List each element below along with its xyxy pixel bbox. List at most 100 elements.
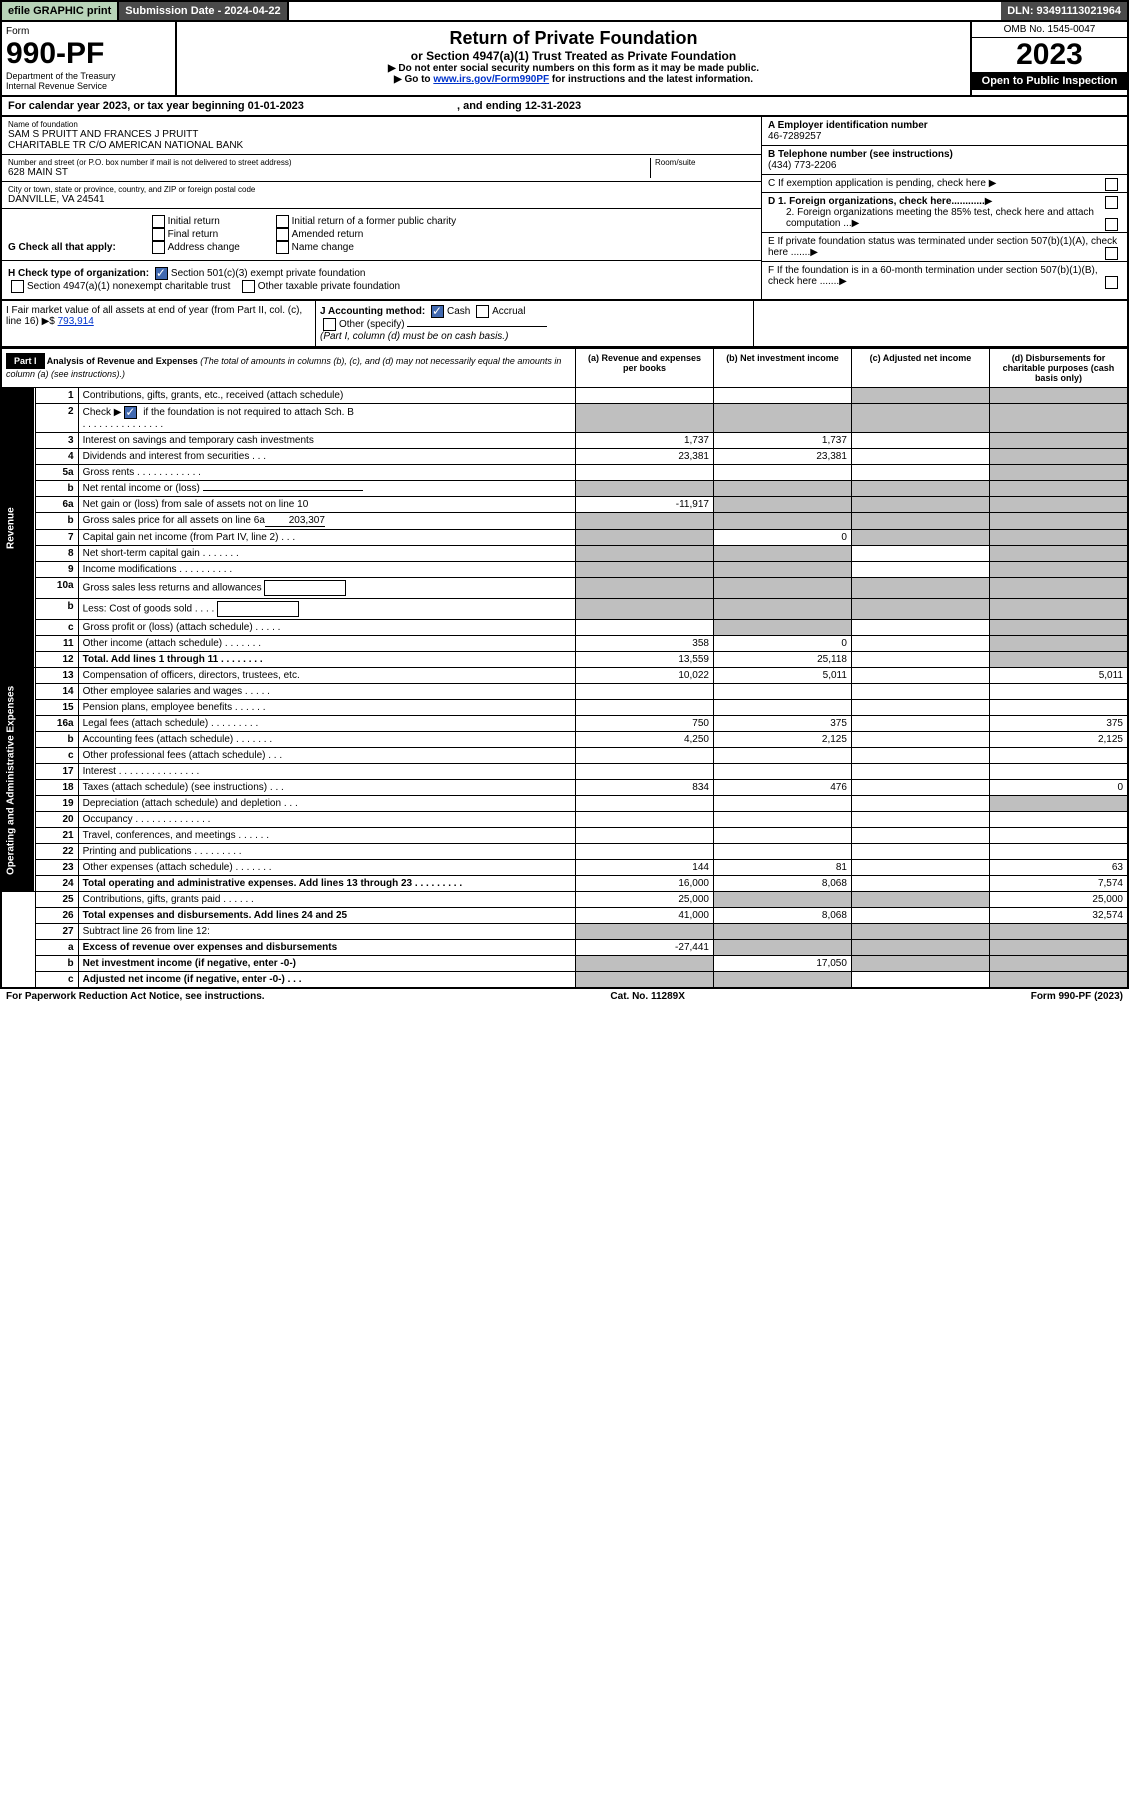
r3-b: 1,737 <box>713 433 851 449</box>
j-other: Other (specify) <box>339 319 405 330</box>
city-label: City or town, state or province, country… <box>8 185 755 194</box>
r18-b: 476 <box>713 780 851 796</box>
r27c-num: c <box>35 972 78 989</box>
r2-desc: Check ▶ if the foundation is not require… <box>78 404 575 433</box>
d1-checkbox[interactable] <box>1105 196 1118 209</box>
r27a-desc: Excess of revenue over expenses and disb… <box>78 940 575 956</box>
r23-a: 144 <box>576 860 714 876</box>
note2-prefix: ▶ Go to <box>394 74 433 85</box>
form-number: 990-PF <box>6 37 171 71</box>
r19-num: 19 <box>35 796 78 812</box>
r21-desc: Travel, conferences, and meetings . . . … <box>78 828 575 844</box>
r21-num: 21 <box>35 828 78 844</box>
r18-num: 18 <box>35 780 78 796</box>
r5b-desc: Net rental income or (loss) <box>78 481 575 497</box>
r27-desc: Subtract line 26 from line 12: <box>78 924 575 940</box>
city: DANVILLE, VA 24541 <box>8 194 755 205</box>
r6a-num: 6a <box>35 497 78 513</box>
4947-checkbox[interactable] <box>11 280 24 293</box>
501c3-checkbox[interactable] <box>155 267 168 280</box>
instructions-link[interactable]: www.irs.gov/Form990PF <box>433 74 549 85</box>
address-change-checkbox[interactable] <box>152 241 165 254</box>
r7-b: 0 <box>713 530 851 546</box>
r12-a: 13,559 <box>576 652 714 668</box>
r23-d: 63 <box>989 860 1128 876</box>
ein-cell: A Employer identification number 46-7289… <box>762 117 1127 146</box>
r23-num: 23 <box>35 860 78 876</box>
d1-text: D 1. Foreign organizations, check here..… <box>768 196 985 207</box>
note2: ▶ Go to www.irs.gov/Form990PF for instru… <box>183 74 964 85</box>
r25-desc: Contributions, gifts, grants paid . . . … <box>78 892 575 908</box>
h-opt-3: Other taxable private foundation <box>258 281 400 292</box>
h-label: H Check type of organization: <box>8 268 149 279</box>
g-opt-3: Address change <box>168 242 240 253</box>
i-cell: I Fair market value of all assets at end… <box>2 301 316 346</box>
part1-table: Part I Analysis of Revenue and Expenses … <box>0 347 1129 989</box>
r13-a: 10,022 <box>576 668 714 684</box>
r16a-d: 375 <box>989 716 1128 732</box>
e-checkbox[interactable] <box>1105 247 1118 260</box>
header-right: OMB No. 1545-0047 2023 Open to Public In… <box>970 22 1127 95</box>
city-cell: City or town, state or province, country… <box>2 182 761 209</box>
accrual-checkbox[interactable] <box>476 305 489 318</box>
f-checkbox[interactable] <box>1105 276 1118 289</box>
r26-a: 41,000 <box>576 908 714 924</box>
r20-num: 20 <box>35 812 78 828</box>
form-title: Return of Private Foundation <box>183 28 964 49</box>
initial-former-checkbox[interactable] <box>276 215 289 228</box>
r11-a: 358 <box>576 636 714 652</box>
address: 628 MAIN ST <box>8 167 650 178</box>
identity-block: Name of foundation SAM S PRUITT AND FRAN… <box>0 117 1129 301</box>
dln: DLN: 93491113021964 <box>1001 2 1127 20</box>
r27-num: 27 <box>35 924 78 940</box>
expenses-side-label: Operating and Administrative Expenses <box>1 668 35 892</box>
r11-desc: Other income (attach schedule) . . . . .… <box>78 636 575 652</box>
c-checkbox[interactable] <box>1105 178 1118 191</box>
efile-badge[interactable]: efile GRAPHIC print <box>2 2 119 20</box>
cash-checkbox[interactable] <box>431 305 444 318</box>
footer: For Paperwork Reduction Act Notice, see … <box>0 989 1129 1004</box>
part1-desc: Analysis of Revenue and Expenses <box>47 356 198 366</box>
omb: OMB No. 1545-0047 <box>972 22 1127 38</box>
j-label: J Accounting method: <box>320 306 425 317</box>
open-inspection: Open to Public Inspection <box>972 72 1127 90</box>
name-change-checkbox[interactable] <box>276 241 289 254</box>
d2-checkbox[interactable] <box>1105 218 1118 231</box>
address-cell: Number and street (or P.O. box number if… <box>2 155 761 182</box>
i-j-row: I Fair market value of all assets at end… <box>0 301 1129 347</box>
ein: 46-7289257 <box>768 131 1121 142</box>
other-taxable-checkbox[interactable] <box>242 280 255 293</box>
r16a-num: 16a <box>35 716 78 732</box>
r4-num: 4 <box>35 449 78 465</box>
r24-b: 8,068 <box>713 876 851 892</box>
r16a-desc: Legal fees (attach schedule) . . . . . .… <box>78 716 575 732</box>
r27c-desc: Adjusted net income (if negative, enter … <box>78 972 575 989</box>
r7-num: 7 <box>35 530 78 546</box>
r8-num: 8 <box>35 546 78 562</box>
r3-desc: Interest on savings and temporary cash i… <box>78 433 575 449</box>
note1: ▶ Do not enter social security numbers o… <box>183 63 964 74</box>
top-bar: efile GRAPHIC print Submission Date - 20… <box>0 0 1129 22</box>
schb-checkbox[interactable] <box>124 406 137 419</box>
r8-desc: Net short-term capital gain . . . . . . … <box>78 546 575 562</box>
fmv-value[interactable]: 793,914 <box>58 316 94 327</box>
final-return-checkbox[interactable] <box>152 228 165 241</box>
footer-form: Form 990-PF (2023) <box>1031 991 1123 1002</box>
room-label: Room/suite <box>655 158 755 167</box>
r14-desc: Other employee salaries and wages . . . … <box>78 684 575 700</box>
g-opt-4: Initial return of a former public charit… <box>292 216 457 227</box>
r24-num: 24 <box>35 876 78 892</box>
r26-num: 26 <box>35 908 78 924</box>
foundation-name: SAM S PRUITT AND FRANCES J PRUITT CHARIT… <box>8 129 755 151</box>
r13-num: 13 <box>35 668 78 684</box>
amended-checkbox[interactable] <box>276 228 289 241</box>
tel-label: B Telephone number (see instructions) <box>768 149 1121 160</box>
r10a-num: 10a <box>35 578 78 599</box>
r10c-desc: Gross profit or (loss) (attach schedule)… <box>78 620 575 636</box>
r10c-num: c <box>35 620 78 636</box>
other-method-checkbox[interactable] <box>323 318 336 331</box>
r7-desc: Capital gain net income (from Part IV, l… <box>78 530 575 546</box>
header-mid: Return of Private Foundation or Section … <box>177 22 970 95</box>
initial-return-checkbox[interactable] <box>152 215 165 228</box>
col-a-hdr: (a) Revenue and expenses per books <box>576 348 714 388</box>
